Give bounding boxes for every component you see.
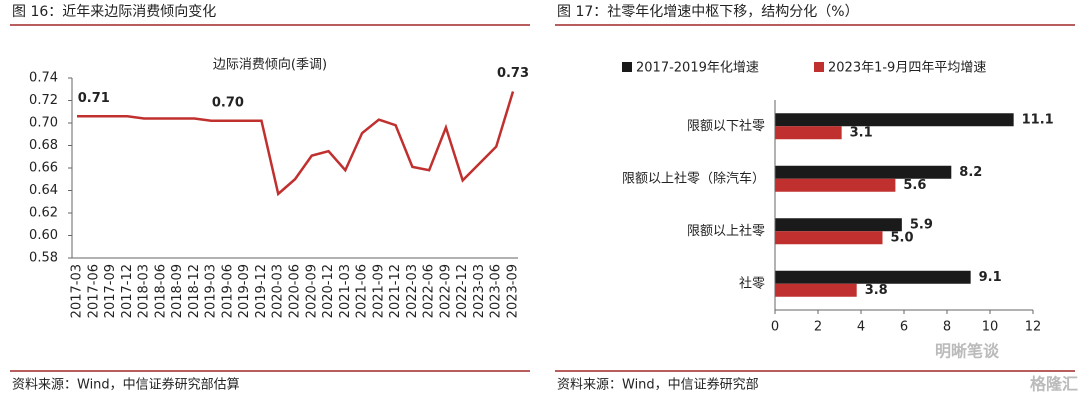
bar bbox=[775, 231, 883, 245]
y-tick-label: 0.62 bbox=[29, 206, 58, 221]
data-label: 5.0 bbox=[891, 230, 914, 245]
x-tick-label: 2019-06 bbox=[220, 264, 235, 318]
bar bbox=[775, 178, 896, 192]
x-tick-label: 2020-12 bbox=[321, 264, 336, 318]
x-tick-label: 2017-09 bbox=[103, 264, 118, 318]
x-tick-label: 2019-12 bbox=[254, 264, 269, 318]
data-label: 5.6 bbox=[903, 178, 926, 193]
figure-title: 图 17：社零年化增速中枢下移，结构分化（%） bbox=[557, 4, 859, 20]
x-tick-label: 2018-09 bbox=[170, 264, 185, 318]
x-tick-label: 2023-06 bbox=[489, 264, 504, 318]
x-tick-label: 2023-09 bbox=[506, 264, 521, 318]
x-tick-label: 6 bbox=[900, 320, 908, 335]
y-tick-label: 0.60 bbox=[29, 228, 58, 243]
x-tick-label: 4 bbox=[857, 320, 865, 335]
x-tick-label: 2023-03 bbox=[472, 264, 487, 318]
source-note: 资料来源：Wind，中信证券研究部 bbox=[557, 377, 759, 393]
x-tick-label: 2021-03 bbox=[338, 264, 353, 318]
x-tick-label: 2018-03 bbox=[137, 264, 152, 318]
x-tick-label: 8 bbox=[943, 320, 951, 335]
x-tick-label: 2018-06 bbox=[153, 264, 168, 318]
data-label: 9.1 bbox=[979, 270, 1002, 285]
x-tick-label: 10 bbox=[982, 320, 999, 335]
category-label: 社零 bbox=[739, 275, 765, 291]
legend-swatch bbox=[814, 62, 824, 72]
bar bbox=[775, 165, 952, 179]
y-tick-label: 0.64 bbox=[29, 183, 58, 198]
data-label: 11.1 bbox=[1022, 112, 1054, 127]
x-tick-label: 2022-03 bbox=[405, 264, 420, 318]
y-tick-label: 0.68 bbox=[29, 138, 58, 153]
data-label: 0.70 bbox=[212, 95, 244, 110]
x-tick-label: 2018-12 bbox=[187, 264, 202, 318]
y-tick-label: 0.74 bbox=[29, 71, 58, 86]
figure-title: 图 16：近年来边际消费倾向变化 bbox=[12, 4, 216, 20]
category-label: 限额以上社零（除汽车） bbox=[622, 170, 765, 186]
data-label: 3.1 bbox=[850, 125, 873, 140]
x-tick-label: 12 bbox=[1025, 320, 1042, 335]
data-label: 3.8 bbox=[865, 283, 888, 298]
legend-swatch bbox=[622, 62, 632, 72]
x-tick-label: 2022-06 bbox=[422, 264, 437, 318]
x-tick-label: 2021-09 bbox=[371, 264, 386, 318]
y-tick-label: 0.66 bbox=[29, 161, 58, 176]
y-tick-label: 0.58 bbox=[29, 251, 58, 266]
x-tick-label: 2022-12 bbox=[455, 264, 470, 318]
x-tick-label: 2017-03 bbox=[70, 264, 85, 318]
data-label: 0.73 bbox=[497, 66, 529, 81]
y-tick-label: 0.72 bbox=[29, 93, 58, 108]
x-tick-label: 2022-09 bbox=[438, 264, 453, 318]
watermark: 明晰笔谈 bbox=[935, 342, 1000, 361]
bar bbox=[775, 126, 842, 140]
x-tick-label: 2019-09 bbox=[237, 264, 252, 318]
bar bbox=[775, 270, 971, 284]
x-tick-label: 2021-06 bbox=[355, 264, 370, 318]
source-note: 资料来源：Wind，中信证券研究部估算 bbox=[12, 377, 240, 393]
category-label: 限额以上社零 bbox=[687, 223, 765, 239]
x-tick-label: 2017-06 bbox=[86, 264, 101, 318]
bar bbox=[775, 218, 902, 232]
line-series bbox=[77, 91, 515, 197]
x-tick-label: 2020-06 bbox=[288, 264, 303, 318]
x-tick-label: 2020-03 bbox=[271, 264, 286, 318]
category-label: 限额以下社零 bbox=[687, 118, 765, 134]
x-tick-label: 0 bbox=[771, 320, 779, 335]
x-tick-label: 2020-09 bbox=[304, 264, 319, 318]
legend-label: 2023年1-9月四年平均增速 bbox=[828, 61, 986, 76]
data-label: 5.9 bbox=[910, 217, 933, 232]
bar bbox=[775, 113, 1014, 127]
legend-label: 2017-2019年化增速 bbox=[636, 61, 759, 76]
x-tick-label: 2017-12 bbox=[120, 264, 135, 318]
data-label: 8.2 bbox=[959, 165, 982, 180]
watermark: 格隆汇 bbox=[1030, 375, 1078, 394]
data-label: 0.71 bbox=[78, 91, 110, 106]
bar bbox=[775, 283, 857, 297]
y-tick-label: 0.70 bbox=[29, 116, 58, 131]
x-tick-label: 2019-03 bbox=[204, 264, 219, 318]
x-tick-label: 2021-12 bbox=[388, 264, 403, 318]
chart-title: 边际消费倾向(季调) bbox=[213, 57, 327, 73]
x-tick-label: 2 bbox=[814, 320, 822, 335]
